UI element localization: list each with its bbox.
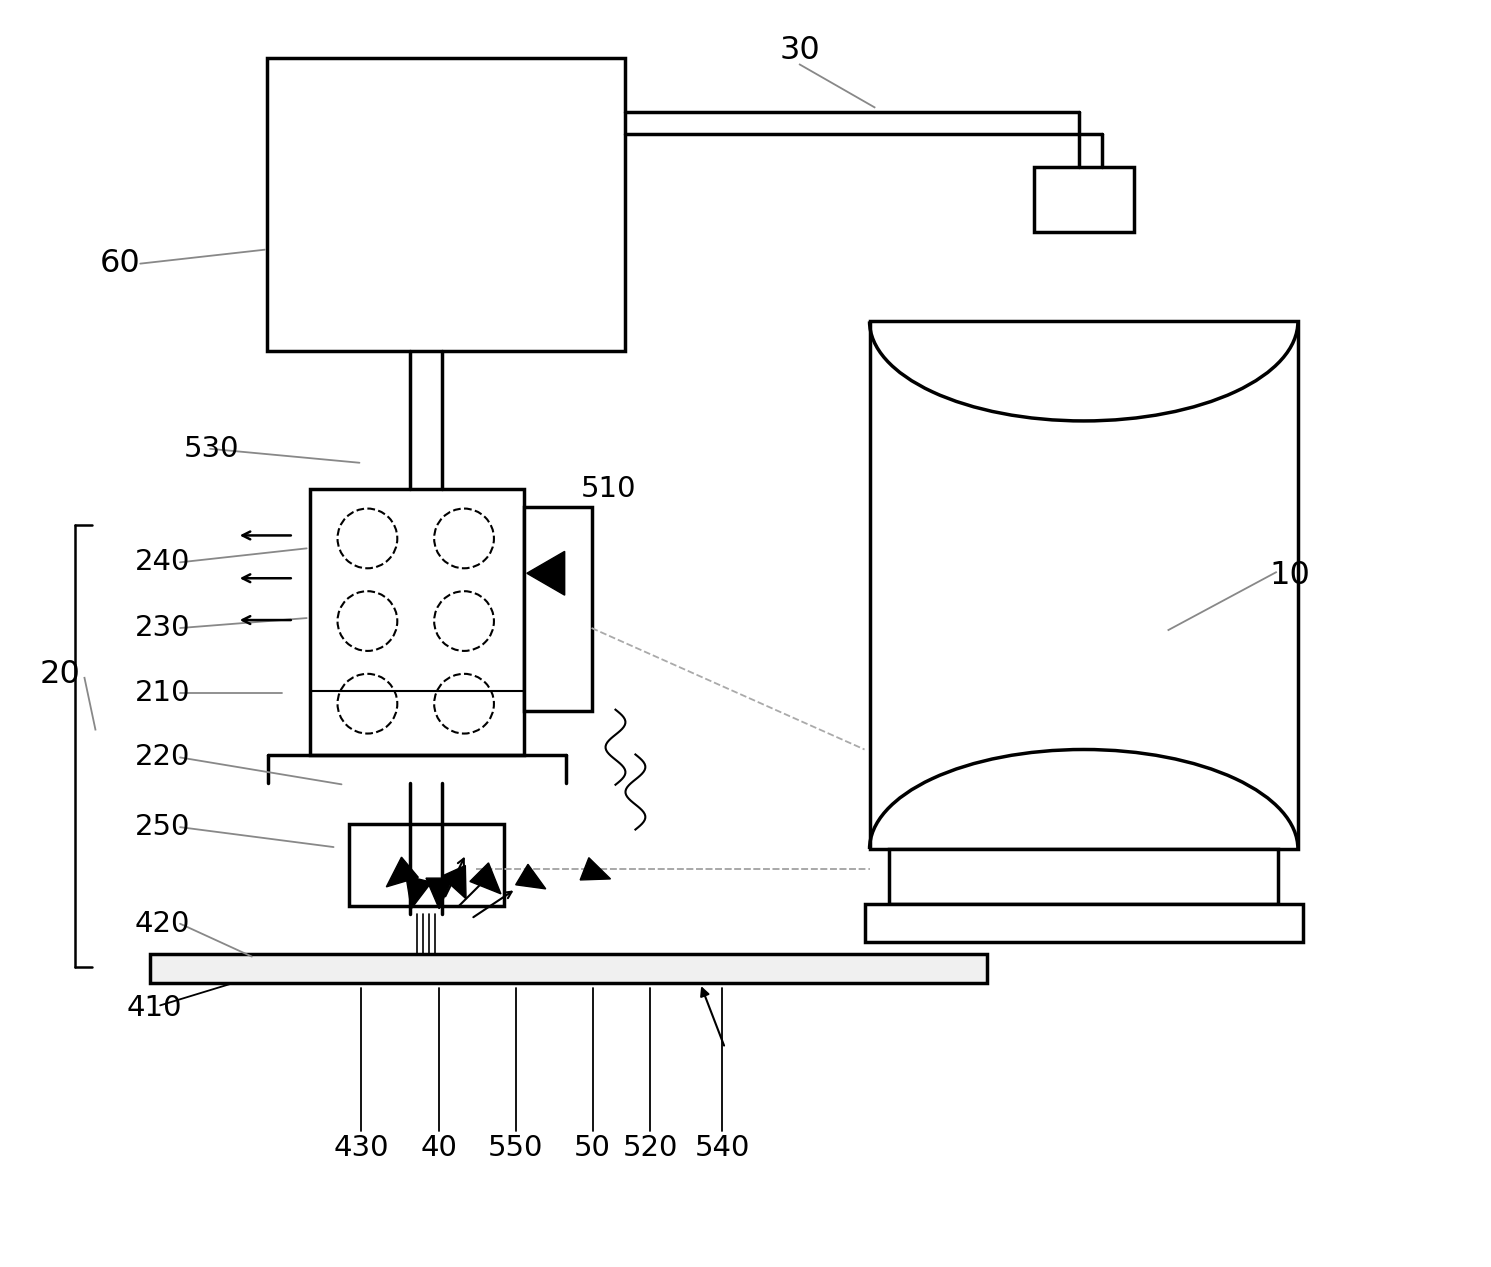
Text: 230: 230 <box>134 614 189 642</box>
Polygon shape <box>406 875 431 908</box>
Polygon shape <box>580 858 610 881</box>
Bar <box>869 322 1299 849</box>
Polygon shape <box>426 878 452 908</box>
Text: 20: 20 <box>40 659 81 691</box>
Polygon shape <box>526 551 565 595</box>
Text: 530: 530 <box>185 435 240 462</box>
Polygon shape <box>516 864 546 889</box>
Text: 10: 10 <box>1269 560 1311 590</box>
Text: 410: 410 <box>127 995 182 1022</box>
Text: 430: 430 <box>334 1134 389 1162</box>
Text: 250: 250 <box>134 813 189 841</box>
Text: 60: 60 <box>100 248 140 279</box>
Bar <box>1033 167 1133 232</box>
Bar <box>523 507 592 711</box>
Polygon shape <box>441 865 467 898</box>
Bar <box>267 57 625 351</box>
Text: 30: 30 <box>780 35 820 66</box>
Text: 550: 550 <box>488 1134 544 1162</box>
Bar <box>890 849 1278 903</box>
Bar <box>865 903 1303 941</box>
Text: 40: 40 <box>420 1134 458 1162</box>
Polygon shape <box>470 863 501 893</box>
Text: 240: 240 <box>134 549 189 576</box>
Text: 520: 520 <box>623 1134 678 1162</box>
Text: 510: 510 <box>581 475 637 503</box>
Text: 420: 420 <box>134 910 189 938</box>
Bar <box>349 824 504 906</box>
Text: 540: 540 <box>695 1134 750 1162</box>
Bar <box>151 954 987 983</box>
Polygon shape <box>386 858 419 887</box>
Text: 210: 210 <box>134 679 189 707</box>
Text: 220: 220 <box>134 744 189 772</box>
Text: 50: 50 <box>574 1134 611 1162</box>
Bar <box>310 489 523 755</box>
